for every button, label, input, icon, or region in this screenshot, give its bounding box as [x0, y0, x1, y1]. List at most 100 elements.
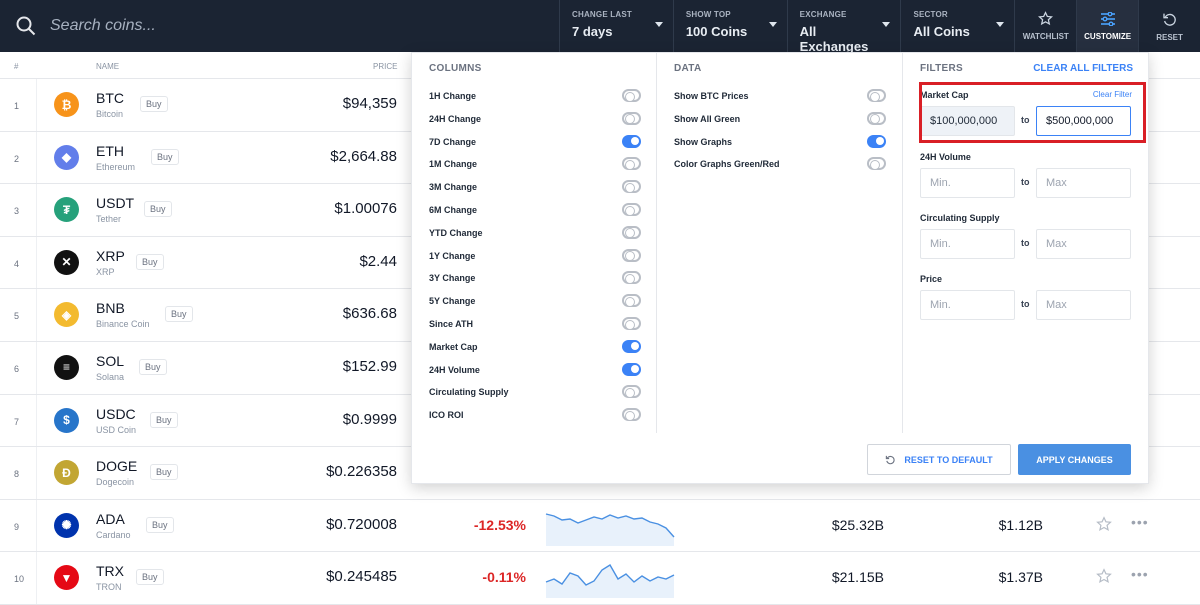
buy-button[interactable]: Buy [136, 253, 164, 270]
exchange-dropdown[interactable]: EXCHANGE All Exchanges [786, 0, 901, 54]
toggle-label: 3Y Change [429, 273, 476, 284]
supply-min-input[interactable]: Min. [920, 229, 1015, 259]
watchlist-label: WATCHLIST [1022, 32, 1069, 41]
buy-button[interactable]: Buy [146, 516, 174, 533]
toggle-switch[interactable] [867, 157, 886, 171]
coin-symbol[interactable]: TRX [96, 563, 124, 580]
row-rank: 10 [14, 574, 25, 585]
coin-symbol[interactable]: BNB [96, 300, 125, 317]
coin-symbol[interactable]: ETH [96, 142, 124, 159]
table-row[interactable]: 10 ▼ TRX TRON Buy $0.245485 -0.11% $21.1… [0, 552, 1200, 605]
buy-button[interactable]: Buy [151, 148, 179, 165]
toggle-label: Color Graphs Green/Red [674, 159, 780, 170]
coin-logo-icon: ₮ [54, 197, 79, 223]
coin-symbol[interactable]: USDC [96, 405, 136, 422]
star-icon[interactable] [1096, 568, 1112, 584]
clear-filter-link[interactable]: Clear Filter [1092, 90, 1132, 99]
watchlist-button[interactable]: WATCHLIST [1014, 0, 1076, 52]
header-price[interactable]: PRICE [373, 62, 398, 71]
buy-button[interactable]: Buy [144, 201, 172, 218]
price-max-input[interactable]: Max [1036, 290, 1131, 320]
toggle-switch[interactable] [622, 248, 641, 262]
change-last-dropdown[interactable]: CHANGE LAST 7 days [559, 0, 673, 52]
coin-symbol[interactable]: XRP [96, 247, 125, 264]
toggle-switch[interactable] [622, 203, 641, 216]
toggle-switch[interactable] [622, 317, 641, 330]
column-divider [36, 552, 37, 604]
coin-logo-icon: ◆ [54, 144, 79, 170]
market-cap-min-input[interactable]: $100,000,000 [920, 106, 1015, 136]
toggle-switch[interactable] [622, 157, 641, 171]
coin-symbol[interactable]: USDT [96, 195, 135, 212]
more-options-icon[interactable]: ••• [1131, 566, 1149, 583]
reset-label: RESET [1156, 32, 1183, 42]
toggle-switch[interactable] [622, 408, 641, 422]
coin-symbol[interactable]: SOL [96, 352, 125, 369]
market-cap-max-input[interactable]: $500,000,000 [1036, 106, 1131, 136]
column-divider [36, 184, 37, 236]
table-row[interactable]: 8 Ð DOGE Dogecoin Buy $0.226358 [0, 447, 1200, 500]
header-name[interactable]: NAME [96, 62, 120, 71]
buy-button[interactable]: Buy [165, 306, 193, 323]
customize-button[interactable]: CUSTOMIZE [1076, 0, 1139, 52]
toggle-switch[interactable] [622, 225, 641, 239]
header-num[interactable]: # [14, 62, 19, 71]
customize-panel: COLUMNS 1H Change 24H Change 7D Change 1… [411, 52, 1149, 484]
toggle-switch[interactable] [622, 111, 641, 125]
buy-button[interactable]: Buy [150, 464, 178, 481]
dropdown-value: All Coins [913, 24, 970, 39]
filter-24h-volume: 24H Volume Min. to Max [920, 152, 1132, 198]
buy-button[interactable]: Buy [139, 358, 167, 375]
toggle-switch[interactable] [622, 339, 641, 353]
toggle-row: 5Y Change [429, 293, 641, 311]
dropdown-label: CHANGE LAST [572, 10, 632, 19]
toggle-row: 1Y Change [429, 248, 641, 266]
caret-down-icon [882, 22, 891, 27]
supply-max-input[interactable]: Max [1036, 229, 1131, 259]
toggle-switch[interactable] [622, 134, 641, 148]
buy-button[interactable]: Buy [150, 411, 178, 428]
coin-symbol[interactable]: ADA [96, 510, 125, 527]
coin-name: Solana [96, 371, 125, 382]
toggle-switch[interactable] [867, 111, 886, 125]
volume-max-input[interactable]: Max [1036, 168, 1131, 198]
coin-price: $2,664.88 [330, 147, 397, 165]
coin-symbol[interactable]: DOGE [96, 458, 138, 475]
toggle-switch[interactable] [867, 134, 886, 148]
reset-to-default-button[interactable]: RESET TO DEFAULT [867, 444, 1011, 475]
volume-min-input[interactable]: Min. [920, 168, 1015, 198]
toggle-label: Show Graphs [674, 136, 733, 147]
show-top-dropdown[interactable]: SHOW TOP 100 Coins [672, 0, 787, 52]
reset-button[interactable]: RESET [1138, 0, 1200, 52]
toggle-switch[interactable] [622, 271, 641, 285]
apply-changes-button[interactable]: APPLY CHANGES [1018, 444, 1131, 475]
coin-symbol[interactable]: BTC [96, 90, 124, 106]
search-input[interactable] [50, 17, 490, 35]
coin-name: Binance Coin [96, 319, 150, 330]
clear-all-filters-link[interactable]: CLEAR ALL FILTERS [1033, 63, 1133, 74]
toggle-switch[interactable] [622, 89, 641, 102]
coin-price: $0.245485 [326, 568, 397, 586]
search-bar [0, 0, 559, 52]
coin-logo-icon: ✺ [54, 512, 79, 538]
toggle-row: Market Cap [429, 339, 641, 357]
star-icon[interactable] [1096, 516, 1112, 532]
toggle-switch[interactable] [622, 385, 641, 399]
toggle-switch[interactable] [622, 180, 641, 194]
top-bar: CHANGE LAST 7 days SHOW TOP 100 Coins EX… [0, 0, 1200, 54]
more-options-icon[interactable]: ••• [1131, 513, 1149, 530]
sector-dropdown[interactable]: SECTOR All Coins [900, 0, 1014, 52]
coin-name: Ethereum [96, 161, 136, 172]
buy-button[interactable]: Buy [140, 96, 168, 112]
column-divider [36, 499, 37, 552]
toggle-label: Circulating Supply [429, 387, 509, 398]
toggle-switch[interactable] [622, 362, 641, 376]
buy-button[interactable]: Buy [136, 569, 164, 586]
toggle-switch[interactable] [622, 294, 641, 308]
coin-price: $94,359 [342, 95, 397, 112]
toggle-switch[interactable] [867, 89, 886, 102]
coin-logo-icon: ◈ [54, 302, 79, 328]
table-row[interactable]: 9 ✺ ADA Cardano Buy $0.720008 -12.53% $2… [0, 499, 1200, 553]
price-min-input[interactable]: Min. [920, 290, 1015, 320]
row-rank: 3 [14, 206, 20, 217]
